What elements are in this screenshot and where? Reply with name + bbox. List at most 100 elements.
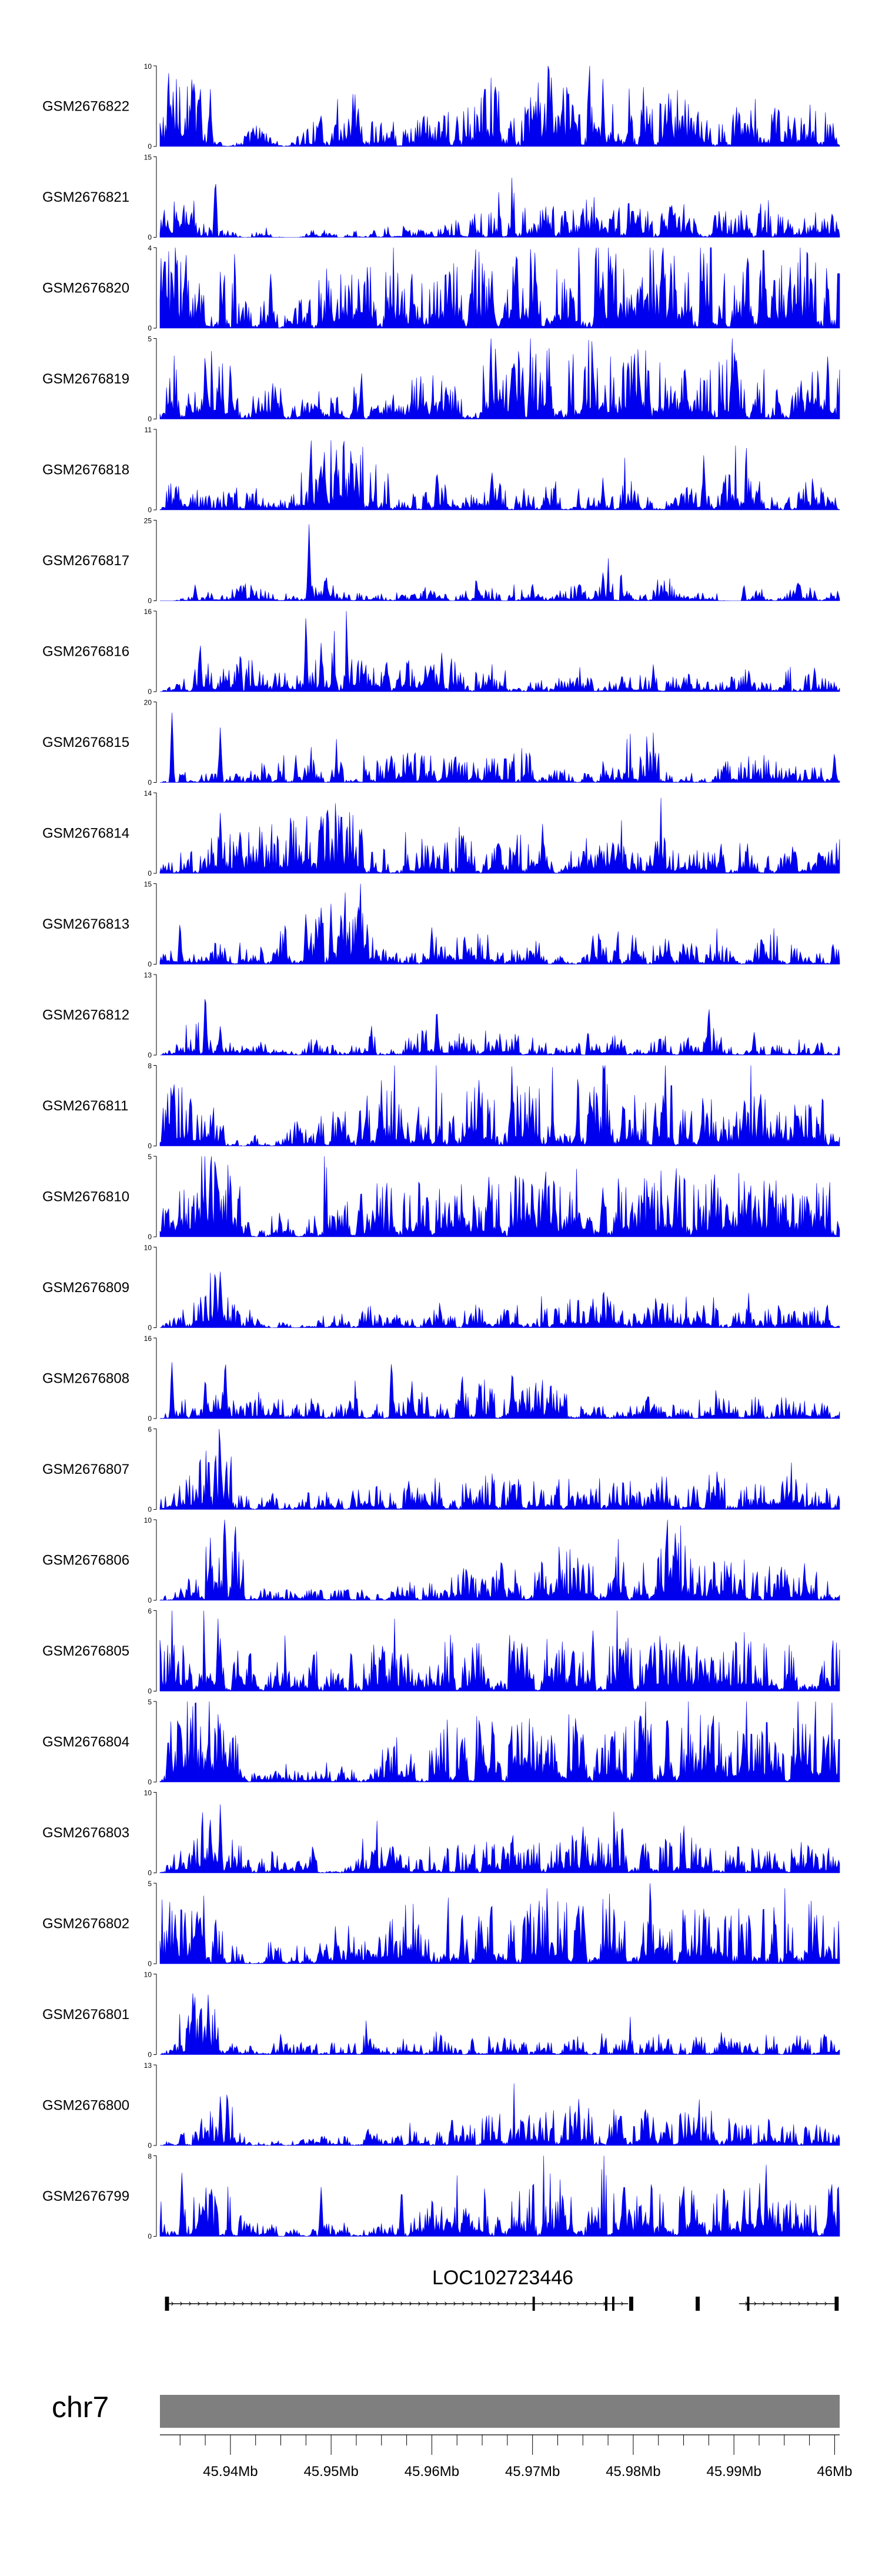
- gene-exon: [629, 2297, 633, 2311]
- y-min-label: 0: [148, 1596, 152, 1604]
- track-GSM2676805: GSM2676805 6 0: [42, 1607, 840, 1696]
- coverage-area: [159, 178, 840, 238]
- track-label: GSM2676812: [42, 1007, 129, 1023]
- y-max-label: 10: [144, 1789, 152, 1797]
- strand-arrow: [321, 2301, 324, 2306]
- strand-arrow: [807, 2301, 810, 2306]
- y-min-label: 0: [148, 597, 152, 605]
- track-label: GSM2676817: [42, 553, 129, 569]
- strand-arrow: [506, 2301, 509, 2306]
- strand-arrow: [374, 2301, 377, 2306]
- y-max-label: 13: [144, 971, 152, 979]
- y-min-label: 0: [148, 1687, 152, 1696]
- track-label: GSM2676804: [42, 1734, 129, 1750]
- track-GSM2676808: GSM2676808 16 0: [42, 1334, 840, 1423]
- strand-arrow: [559, 2301, 562, 2306]
- y-min-label: 0: [148, 233, 152, 242]
- axis-coordinate-label: 45.99Mb: [706, 2464, 761, 2480]
- coverage-area: [159, 1883, 840, 1964]
- strand-arrow: [824, 2301, 827, 2306]
- coverage-area: [159, 883, 840, 965]
- y-min-label: 0: [148, 2233, 152, 2241]
- strand-arrow: [268, 2301, 271, 2306]
- chromosome-label: chr7: [52, 2391, 109, 2424]
- y-min-label: 0: [148, 1778, 152, 1786]
- track-GSM2676810: GSM2676810 5 0: [42, 1153, 840, 1241]
- strand-arrow: [400, 2301, 403, 2306]
- y-max-label: 20: [144, 699, 152, 707]
- strand-arrow: [206, 2301, 209, 2306]
- y-max-label: 6: [148, 1607, 152, 1616]
- y-min-label: 0: [148, 1506, 152, 1514]
- track-GSM2676806: GSM2676806 10 0: [42, 1516, 840, 1604]
- coverage-area: [159, 247, 840, 329]
- strand-arrow: [215, 2301, 218, 2306]
- strand-arrow: [286, 2301, 289, 2306]
- coverage-area: [159, 1429, 840, 1510]
- track-GSM2676819: GSM2676819 5 0: [42, 335, 840, 423]
- axis-coordinate-label: 45.98Mb: [606, 2464, 660, 2480]
- y-max-label: 5: [148, 1153, 152, 1161]
- track-GSM2676801: GSM2676801 10 0: [42, 1971, 840, 2059]
- coverage-area: [159, 440, 840, 510]
- gene-exon: [612, 2297, 614, 2311]
- track-label: GSM2676818: [42, 462, 129, 478]
- coverage-area: [159, 1519, 840, 1601]
- y-min-label: 0: [148, 506, 152, 514]
- strand-arrow: [339, 2301, 342, 2306]
- y-max-label: 15: [144, 154, 152, 162]
- strand-arrow: [568, 2301, 571, 2306]
- strand-arrow: [515, 2301, 518, 2306]
- track-label: GSM2676813: [42, 916, 129, 932]
- coverage-area: [159, 999, 840, 1056]
- y-max-label: 5: [148, 1698, 152, 1706]
- y-max-label: 5: [148, 1880, 152, 1888]
- strand-arrow: [295, 2301, 298, 2306]
- strand-arrow: [392, 2301, 395, 2306]
- strand-arrow: [763, 2301, 766, 2306]
- strand-arrow: [771, 2301, 774, 2306]
- axis-coordinate-label: 45.94Mb: [203, 2464, 258, 2480]
- gene-exon: [532, 2297, 535, 2311]
- y-min-label: 0: [148, 1233, 152, 1241]
- track-label: GSM2676811: [42, 1098, 128, 1114]
- gene-track: LOC102723446: [165, 2267, 839, 2311]
- strand-arrow: [471, 2301, 474, 2306]
- strand-arrow: [330, 2301, 333, 2306]
- y-max-label: 16: [144, 1334, 152, 1343]
- coverage-area: [159, 1065, 840, 1146]
- y-min-label: 0: [148, 779, 152, 787]
- strand-arrow: [242, 2301, 245, 2306]
- track-label: GSM2676803: [42, 1825, 129, 1841]
- y-min-label: 0: [148, 869, 152, 877]
- track-label: GSM2676819: [42, 371, 129, 387]
- coverage-area: [159, 712, 840, 783]
- strand-arrow: [621, 2301, 624, 2306]
- coverage-area: [160, 524, 840, 601]
- y-max-label: 8: [148, 2153, 152, 2161]
- coverage-area: [159, 610, 840, 692]
- y-min-label: 0: [148, 2141, 152, 2150]
- strand-arrow: [198, 2301, 201, 2306]
- coverage-area: [159, 2083, 840, 2146]
- strand-arrow: [462, 2301, 465, 2306]
- track-label: GSM2676799: [42, 2188, 129, 2204]
- track-GSM2676812: GSM2676812 13 0: [42, 971, 840, 1059]
- coverage-area: [159, 1156, 840, 1237]
- strand-arrow: [427, 2301, 430, 2306]
- coverage-area: [159, 1701, 840, 1783]
- strand-arrow: [436, 2301, 439, 2306]
- strand-arrow: [754, 2301, 757, 2306]
- y-max-label: 4: [148, 244, 152, 252]
- strand-arrow: [577, 2301, 580, 2306]
- coverage-area: [159, 1362, 840, 1419]
- y-min-label: 0: [148, 324, 152, 332]
- strand-arrow: [453, 2301, 456, 2306]
- strand-arrow: [418, 2301, 421, 2306]
- track-GSM2676803: GSM2676803 10 0: [42, 1789, 840, 1877]
- track-label: GSM2676800: [42, 2098, 129, 2114]
- track-GSM2676811: GSM2676811 8 0: [42, 1062, 840, 1150]
- strand-arrow: [497, 2301, 500, 2306]
- track-GSM2676814: GSM2676814 14 0: [42, 789, 840, 877]
- gene-label: LOC102723446: [432, 2267, 573, 2289]
